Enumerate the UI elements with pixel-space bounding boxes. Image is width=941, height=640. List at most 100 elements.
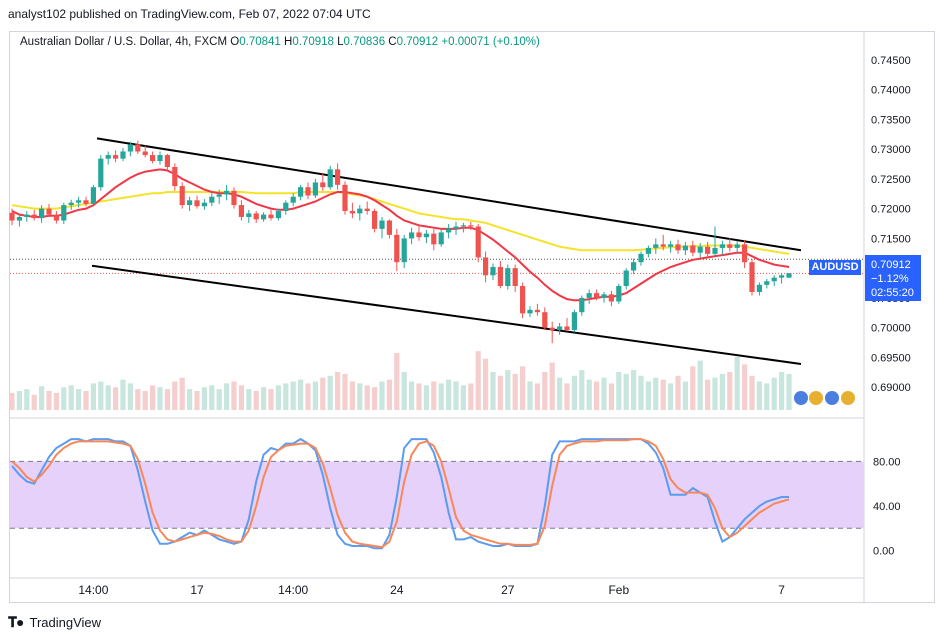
candle[interactable] [327,165,333,190]
candle[interactable] [416,225,422,241]
candle[interactable] [357,205,363,221]
candle[interactable] [601,291,607,303]
candle[interactable] [431,228,437,251]
candle[interactable] [379,216,385,239]
candle[interactable] [305,182,311,200]
candle[interactable] [682,241,688,256]
candle[interactable] [335,163,341,190]
candle[interactable] [638,251,644,266]
candle[interactable] [542,307,548,331]
candle[interactable] [216,189,222,204]
candle[interactable] [372,208,378,233]
candle[interactable] [631,258,637,275]
sma-fast-line[interactable] [11,168,790,302]
au-flag-icon[interactable] [841,391,855,405]
candle[interactable] [150,151,156,164]
candle[interactable] [579,295,585,316]
candle[interactable] [719,240,725,256]
candle[interactable] [512,264,518,292]
candle[interactable] [342,181,348,215]
candle[interactable] [409,227,415,245]
candle[interactable] [571,309,577,333]
candle[interactable] [53,211,59,224]
candle[interactable] [113,150,119,163]
candle[interactable] [172,163,178,191]
us-flag-icon[interactable] [794,391,808,405]
candle[interactable] [586,289,592,304]
candle[interactable] [39,205,45,223]
candle[interactable] [468,221,474,231]
candle[interactable] [90,184,96,207]
candle[interactable] [564,318,570,332]
candle[interactable] [246,209,252,223]
candle[interactable] [645,245,651,258]
candle[interactable] [76,196,82,208]
candle[interactable] [705,241,711,257]
candle[interactable] [668,240,674,253]
candle[interactable] [201,199,207,210]
candle[interactable] [283,200,289,215]
candle[interactable] [209,193,215,207]
candle[interactable] [423,230,429,244]
candle[interactable] [446,224,452,239]
candle[interactable] [594,289,600,301]
candle[interactable] [749,258,755,296]
candle[interactable] [690,240,696,257]
candle[interactable] [224,184,230,201]
candle[interactable] [557,322,563,335]
candle[interactable] [157,151,163,165]
candle[interactable] [756,282,762,296]
candle[interactable] [349,202,355,219]
candle[interactable] [9,208,15,226]
candle[interactable] [16,213,22,227]
candle[interactable] [164,153,170,170]
candle[interactable] [386,219,392,239]
candle[interactable] [253,211,259,223]
candle[interactable] [786,273,792,278]
candle[interactable] [549,321,555,344]
candle[interactable] [623,268,629,290]
candle[interactable] [68,199,74,210]
candle[interactable] [268,209,274,221]
candle[interactable] [364,201,370,215]
candle[interactable] [438,228,444,247]
candle[interactable] [61,202,67,225]
candle[interactable] [675,239,681,254]
candle[interactable] [534,303,540,316]
candle[interactable] [83,196,89,207]
candle[interactable] [98,155,104,191]
candle[interactable] [653,238,659,254]
candle[interactable] [320,172,326,191]
candle[interactable] [401,234,407,269]
us-flag-icon[interactable] [825,391,839,405]
candle[interactable] [238,200,244,221]
candle[interactable] [460,222,466,233]
candle[interactable] [520,282,526,319]
candle[interactable] [312,178,318,198]
candle[interactable] [179,182,185,209]
event-flags[interactable] [794,391,855,405]
candle[interactable] [275,208,281,221]
candle[interactable] [475,224,481,263]
stoch-d-line[interactable] [11,438,790,549]
candle[interactable] [298,184,304,201]
stoch-k-line[interactable] [11,437,789,550]
au-flag-icon[interactable] [809,391,823,405]
channel-upper-line[interactable] [96,137,802,252]
candle[interactable] [46,203,52,217]
candle[interactable] [120,147,126,162]
candle[interactable] [742,240,748,269]
candle[interactable] [194,195,200,209]
candle[interactable] [24,211,30,222]
candle[interactable] [697,243,703,258]
candle[interactable] [712,226,718,257]
candle[interactable] [505,264,511,290]
candle[interactable] [779,272,785,284]
candle[interactable] [727,238,733,252]
candle[interactable] [105,151,111,165]
candle[interactable] [453,221,459,235]
candle[interactable] [764,278,770,289]
chart-frame[interactable] [9,31,935,603]
candle[interactable] [771,275,777,286]
